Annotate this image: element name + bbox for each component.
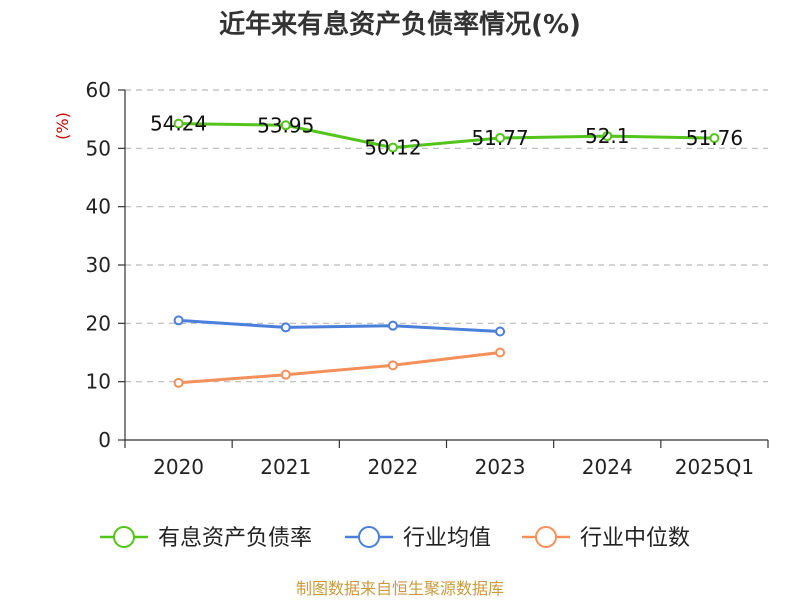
data-point [495,133,506,144]
data-label: 50.12 [364,136,421,160]
x-tick-label: 2024 [582,455,633,479]
y-tick-label: 30 [86,253,111,277]
y-axis-label: (%) [53,112,72,140]
grid [125,89,768,383]
data-point [280,120,291,131]
y-tick-label: 40 [86,195,111,219]
series-line [177,318,502,333]
data-point [280,369,291,380]
legend-label: 行业均值 [403,526,491,551]
source-footer: 制图数据来自恒生聚源数据库 [296,579,504,598]
data-label: 53.95 [257,113,314,137]
y-tick-label: 20 [86,311,111,335]
data-point [387,320,398,331]
data-label: 51.76 [686,126,743,150]
x-tick-label: 2022 [367,455,418,479]
data-point [387,360,398,371]
legend-label: 行业中位数 [580,526,690,551]
legend-item[interactable]: 有息资产负债率 [100,526,312,551]
data-point [495,326,506,337]
data-label: 54.24 [150,112,207,136]
x-tick-label: 2025Q1 [675,455,754,479]
series-line [177,122,716,150]
series-line [177,351,502,385]
x-tick-label: 2020 [153,455,204,479]
data-label: 52.1 [585,124,630,148]
data-point [173,315,184,326]
data-point [173,377,184,388]
y-tick-label: 60 [86,78,111,102]
legend-label: 有息资产负债率 [158,526,312,551]
y-tick-label: 10 [86,370,111,394]
data-point [709,133,720,144]
legend[interactable]: 有息资产负债率 行业均值 行业中位数 [100,526,690,551]
data-point [387,142,398,153]
x-tick-label: 2021 [260,455,311,479]
legend-swatch-marker [358,526,380,548]
legend-item[interactable]: 行业中位数 [522,526,690,551]
axes: 0 10 20 30 40 50 60 2020 2021 2022 2023 2024 2025Q1 [86,78,769,479]
y-tick-label: 0 [98,428,111,452]
data-point [602,131,613,142]
data-point [173,118,184,129]
data-labels: 54.24 53.95 50.12 51.77 52.1 51.76 [150,112,743,160]
series-layer [173,118,720,388]
chart-title: 近年来有息资产负债率情况(%) [219,9,581,40]
legend-item[interactable]: 行业均值 [345,526,491,551]
legend-swatch-marker [535,526,557,548]
y-tick-label: 50 [86,136,111,160]
data-label: 51.77 [471,126,528,150]
data-point [280,322,291,333]
legend-swatch-marker [113,526,135,548]
x-tick-label: 2023 [475,455,526,479]
data-point [495,347,506,358]
